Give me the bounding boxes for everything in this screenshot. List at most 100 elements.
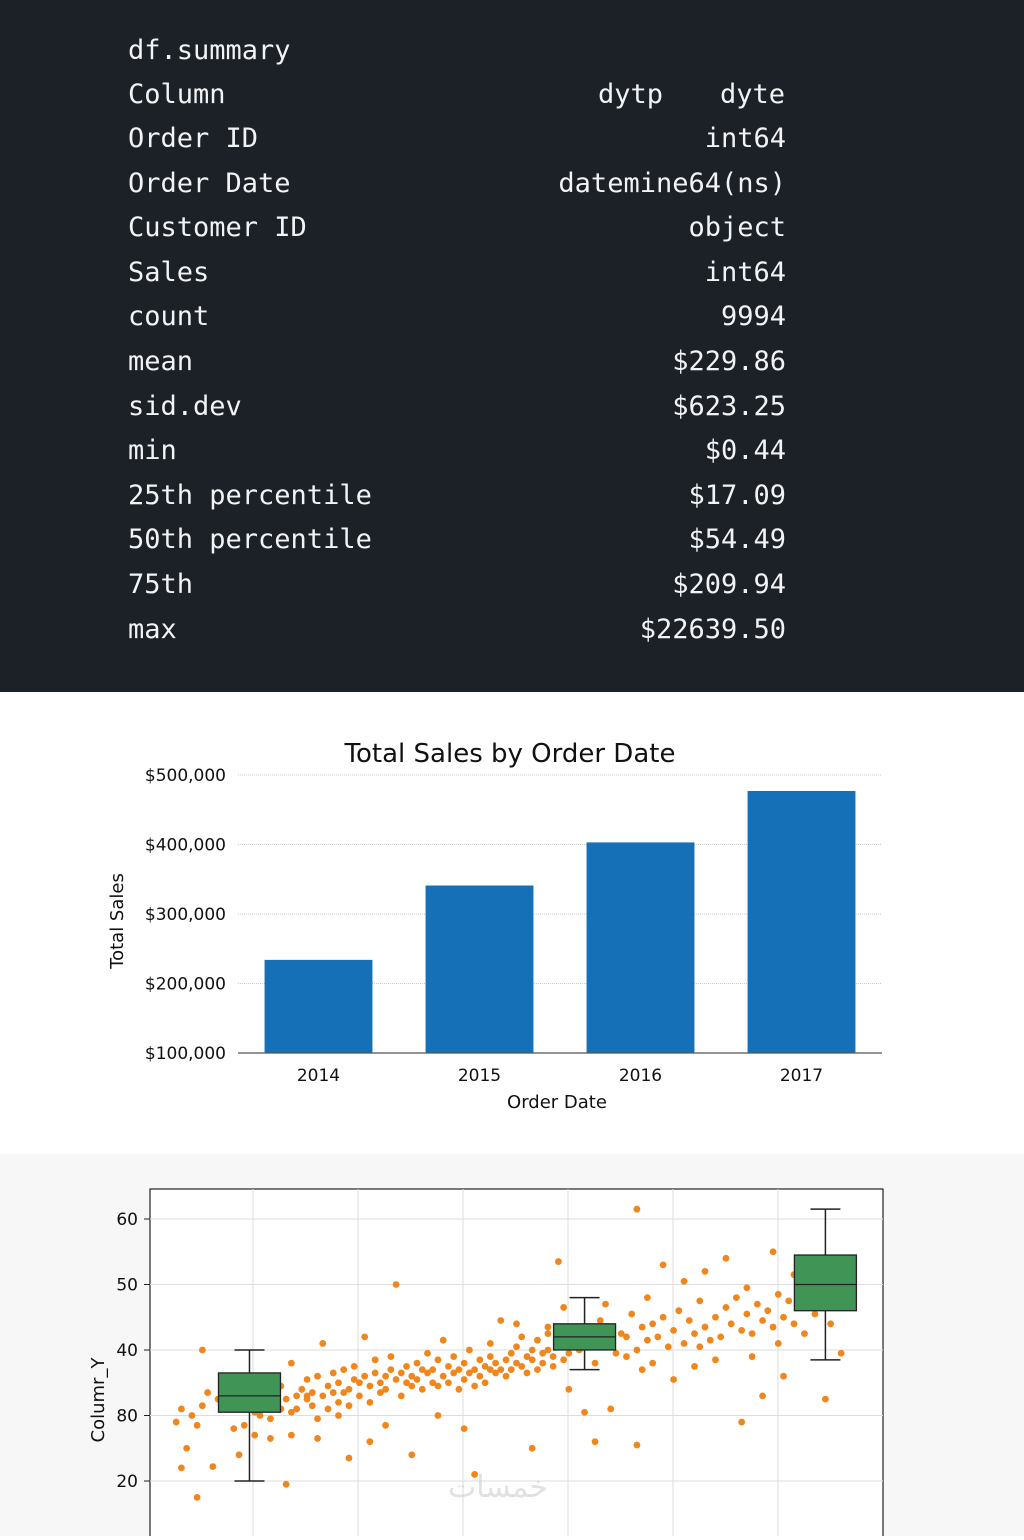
- scatter-point: [685, 1317, 693, 1324]
- scatter-point: [764, 1307, 772, 1315]
- scatter-point: [314, 1415, 321, 1423]
- scatter-point: [670, 1376, 677, 1383]
- summary-key: count: [128, 301, 210, 332]
- scatter-point: [780, 1313, 787, 1321]
- scatter-point: [476, 1372, 484, 1380]
- scatter-point: [733, 1294, 740, 1301]
- scatter-point: [617, 1330, 625, 1338]
- scatter-point: [497, 1317, 505, 1324]
- scatter-point: [607, 1405, 615, 1413]
- scatter-point: [429, 1366, 437, 1374]
- scatter-point: [481, 1379, 489, 1387]
- scatter-point: [759, 1392, 766, 1400]
- scatter-point: [780, 1372, 787, 1380]
- summary-value: $17.09: [688, 480, 786, 511]
- scatter-point: [565, 1349, 573, 1357]
- box-3: [793, 1254, 858, 1312]
- summary-value: $209.94: [672, 569, 786, 600]
- scatter-point: [602, 1300, 609, 1308]
- scatter-point: [387, 1353, 395, 1360]
- scatter-point: [518, 1333, 526, 1341]
- scatter-point: [209, 1463, 217, 1470]
- scatter-point: [544, 1323, 552, 1331]
- scatter-point: [523, 1369, 531, 1377]
- scatter-point: [193, 1421, 201, 1429]
- scatter-point: [549, 1353, 557, 1360]
- scatter-point: [267, 1435, 274, 1442]
- box-1: [217, 1372, 282, 1413]
- scatter-point: [528, 1356, 536, 1364]
- bar-x-tick-label: 2017: [780, 1066, 823, 1086]
- scatter-point: [345, 1385, 353, 1393]
- scatter-point: [748, 1330, 756, 1338]
- scatter-point: [282, 1480, 290, 1488]
- scatter-point: [486, 1353, 494, 1360]
- scatter-point: [335, 1379, 342, 1387]
- scatter-point: [486, 1366, 494, 1374]
- summary-value: int64: [704, 123, 786, 154]
- summary-value: datemine64(ns): [558, 168, 786, 199]
- scatter-point: [554, 1258, 562, 1265]
- scatter-point: [230, 1425, 238, 1432]
- scatter-point: [298, 1385, 306, 1393]
- bar-y-tick-label: $300,000: [145, 905, 226, 925]
- scatter-point: [722, 1254, 730, 1262]
- scatter-point: [293, 1405, 300, 1413]
- scatter-chart: 20 80 40 50 60 Columr_Y: [88, 1188, 884, 1540]
- scatter-point: [471, 1366, 479, 1374]
- scatter-point: [743, 1310, 751, 1318]
- scatter-point: [628, 1310, 636, 1318]
- scatter-point: [539, 1349, 547, 1357]
- summary-value: $623.25: [672, 391, 786, 422]
- scatter-point: [287, 1431, 295, 1439]
- scatter-point: [392, 1281, 400, 1288]
- scatter-point: [638, 1366, 646, 1374]
- scatter-point: [560, 1304, 568, 1311]
- bar-x-tick-label: 2015: [458, 1066, 501, 1086]
- scatter-point: [424, 1349, 431, 1357]
- scatter-point: [623, 1333, 630, 1341]
- scatter-point: [413, 1376, 421, 1383]
- scatter-point: [774, 1340, 782, 1347]
- scatter-point: [612, 1349, 620, 1357]
- scatter-point: [408, 1451, 416, 1459]
- scatter-chart-panel: 20 80 40 50 60 Columr_Y: [0, 1154, 1024, 1540]
- summary-key: Sales: [128, 257, 210, 288]
- summary-value: 9994: [720, 301, 786, 332]
- scatter-point: [350, 1376, 358, 1383]
- scatter-point: [455, 1366, 463, 1374]
- scatter-point: [371, 1356, 379, 1364]
- scatter-point: [633, 1205, 641, 1213]
- scatter-point: [785, 1297, 793, 1305]
- scatter-point: [267, 1415, 274, 1423]
- scatter-point: [476, 1356, 484, 1364]
- scatter-point: [345, 1454, 353, 1462]
- scatter-point: [748, 1353, 756, 1360]
- summary-header-column: Column: [128, 79, 226, 110]
- scatter-point: [696, 1343, 704, 1351]
- scatter-point: [366, 1438, 374, 1446]
- scatter-point: [560, 1356, 568, 1364]
- scatter-point: [361, 1372, 369, 1380]
- scatter-point: [801, 1330, 808, 1338]
- bar-2014: [264, 959, 373, 1053]
- scatter-y-tick-label: 80: [116, 1407, 138, 1427]
- scatter-point: [287, 1408, 295, 1416]
- scatter-point: [445, 1379, 452, 1387]
- scatter-point: [308, 1389, 316, 1396]
- scatter-y-tick-label: 60: [116, 1210, 138, 1230]
- scatter-point: [507, 1349, 515, 1357]
- scatter-point: [706, 1336, 714, 1344]
- scatter-point: [638, 1323, 646, 1331]
- bar-2017: [747, 790, 856, 1053]
- scatter-point: [481, 1362, 489, 1370]
- scatter-point: [544, 1330, 552, 1338]
- scatter-point: [633, 1441, 641, 1449]
- scatter-point: [188, 1412, 196, 1419]
- scatter-point: [460, 1376, 468, 1383]
- scatter-point: [701, 1323, 709, 1331]
- scatter-point: [251, 1431, 259, 1439]
- scatter-point: [753, 1300, 761, 1308]
- scatter-point: [565, 1385, 573, 1393]
- scatter-point: [528, 1346, 536, 1354]
